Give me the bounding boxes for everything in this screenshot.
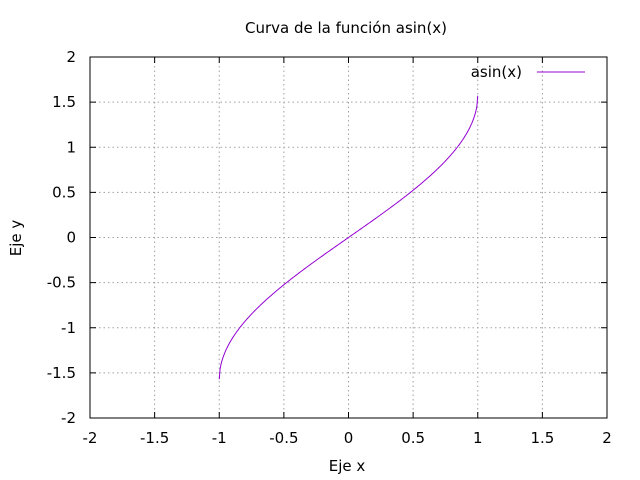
y-axis-label: Eje y xyxy=(7,220,25,257)
y-tick-label: 0.5 xyxy=(52,183,76,201)
y-tick-label: -1 xyxy=(61,319,76,337)
x-tick-label: 0 xyxy=(344,429,354,447)
x-tick-label: 2 xyxy=(602,429,612,447)
x-tick-label: -1.5 xyxy=(140,429,169,447)
legend-label: asin(x) xyxy=(471,63,522,81)
x-axis-label: Eje x xyxy=(329,457,366,475)
y-tick-label: -0.5 xyxy=(47,274,76,292)
x-tick-label: 1 xyxy=(473,429,483,447)
legend: asin(x) xyxy=(471,63,585,81)
series-line-asin xyxy=(218,95,479,380)
x-tick-label: -2 xyxy=(83,429,98,447)
y-tick-label: 1 xyxy=(66,138,76,156)
x-tick-label: -1 xyxy=(212,429,227,447)
x-tick-label: -0.5 xyxy=(269,429,298,447)
y-tick-label: -2 xyxy=(61,409,76,427)
plot-area xyxy=(218,95,479,380)
y-tick-label: 2 xyxy=(66,48,76,66)
chart-title: Curva de la función asin(x) xyxy=(245,19,447,37)
y-tick-label: 0 xyxy=(66,229,76,247)
y-tick-label: -1.5 xyxy=(47,364,76,382)
y-tick-label: 1.5 xyxy=(52,93,76,111)
ticks: -2 -1.5 -1 -0.5 0 0.5 1 1.5 2 -2 -1.5 -1 -0.5 0 0.5 1 1.… xyxy=(47,48,612,447)
x-tick-label: 0.5 xyxy=(401,429,425,447)
x-tick-label: 1.5 xyxy=(530,429,554,447)
